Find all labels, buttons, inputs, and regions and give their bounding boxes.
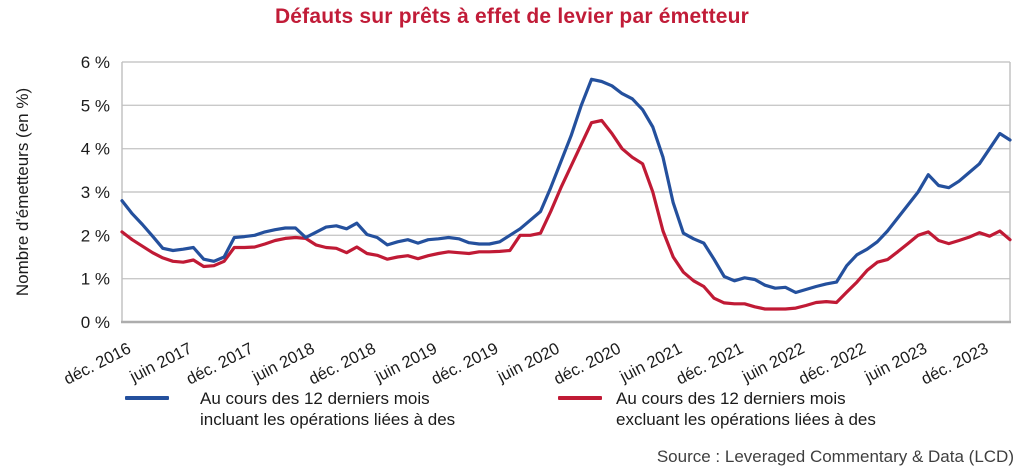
y-tick-label-4pct: 4 % xyxy=(81,140,110,159)
y-tick-label-3pct: 3 % xyxy=(81,183,110,202)
legend-label-excluant-line1: Au cours des 12 derniers mois xyxy=(616,389,846,408)
x-tick-label-11: juin 2022 xyxy=(739,340,808,387)
series-line-excluant xyxy=(120,118,1012,311)
y-tick-label-5pct: 5 % xyxy=(81,96,110,115)
x-tick-label-10: déc. 2021 xyxy=(673,340,746,389)
legend-label-excluant: Au cours des 12 derniers mois excluant l… xyxy=(616,388,976,430)
x-tick-label-0: déc. 2016 xyxy=(61,340,134,389)
legend-line-swatch-blue-icon xyxy=(125,396,169,400)
x-tick-label-8: déc. 2020 xyxy=(551,340,624,389)
x-tick-label-12: déc. 2022 xyxy=(796,340,869,389)
x-tick-label-13: juin 2023 xyxy=(861,340,930,387)
legend-label-excluant-line2: excluant les opérations liées à des xyxy=(616,410,876,429)
y-tick-label-0pct: 0 % xyxy=(81,313,110,332)
legend-label-incluant-line2: incluant les opérations liées à des xyxy=(200,410,456,429)
y-tick-label-1pct: 1 % xyxy=(81,270,110,289)
x-tick-label-9: juin 2021 xyxy=(616,340,685,387)
chart-legend: Au cours des 12 derniers mois incluant l… xyxy=(0,384,1024,436)
x-tick-label-4: déc. 2018 xyxy=(306,340,379,389)
y-tick-label-2pct: 2 % xyxy=(81,226,110,245)
series-line-incluant xyxy=(120,77,1012,295)
legend-line-swatch-red-icon xyxy=(558,396,602,400)
x-tick-label-3: juin 2018 xyxy=(249,340,318,387)
x-tick-label-5: juin 2019 xyxy=(371,340,440,387)
source-note: Source : Leveraged Commentary & Data (LC… xyxy=(656,447,1014,466)
legend-label-incluant-line1: Au cours des 12 derniers mois xyxy=(200,389,430,408)
chart-title: Défauts sur prêts à effet de levier par … xyxy=(274,5,750,28)
legend-label-incluant: Au cours des 12 derniers mois incluant l… xyxy=(200,388,560,430)
x-tick-label-2: déc. 2017 xyxy=(184,340,257,389)
x-tick-label-14: déc. 2023 xyxy=(918,340,991,389)
x-tick-label-6: déc. 2019 xyxy=(429,340,502,389)
x-tick-label-7: juin 2020 xyxy=(494,340,563,387)
y-tick-label-6pct: 6 % xyxy=(81,53,110,72)
x-tick-label-1: juin 2017 xyxy=(126,340,195,387)
